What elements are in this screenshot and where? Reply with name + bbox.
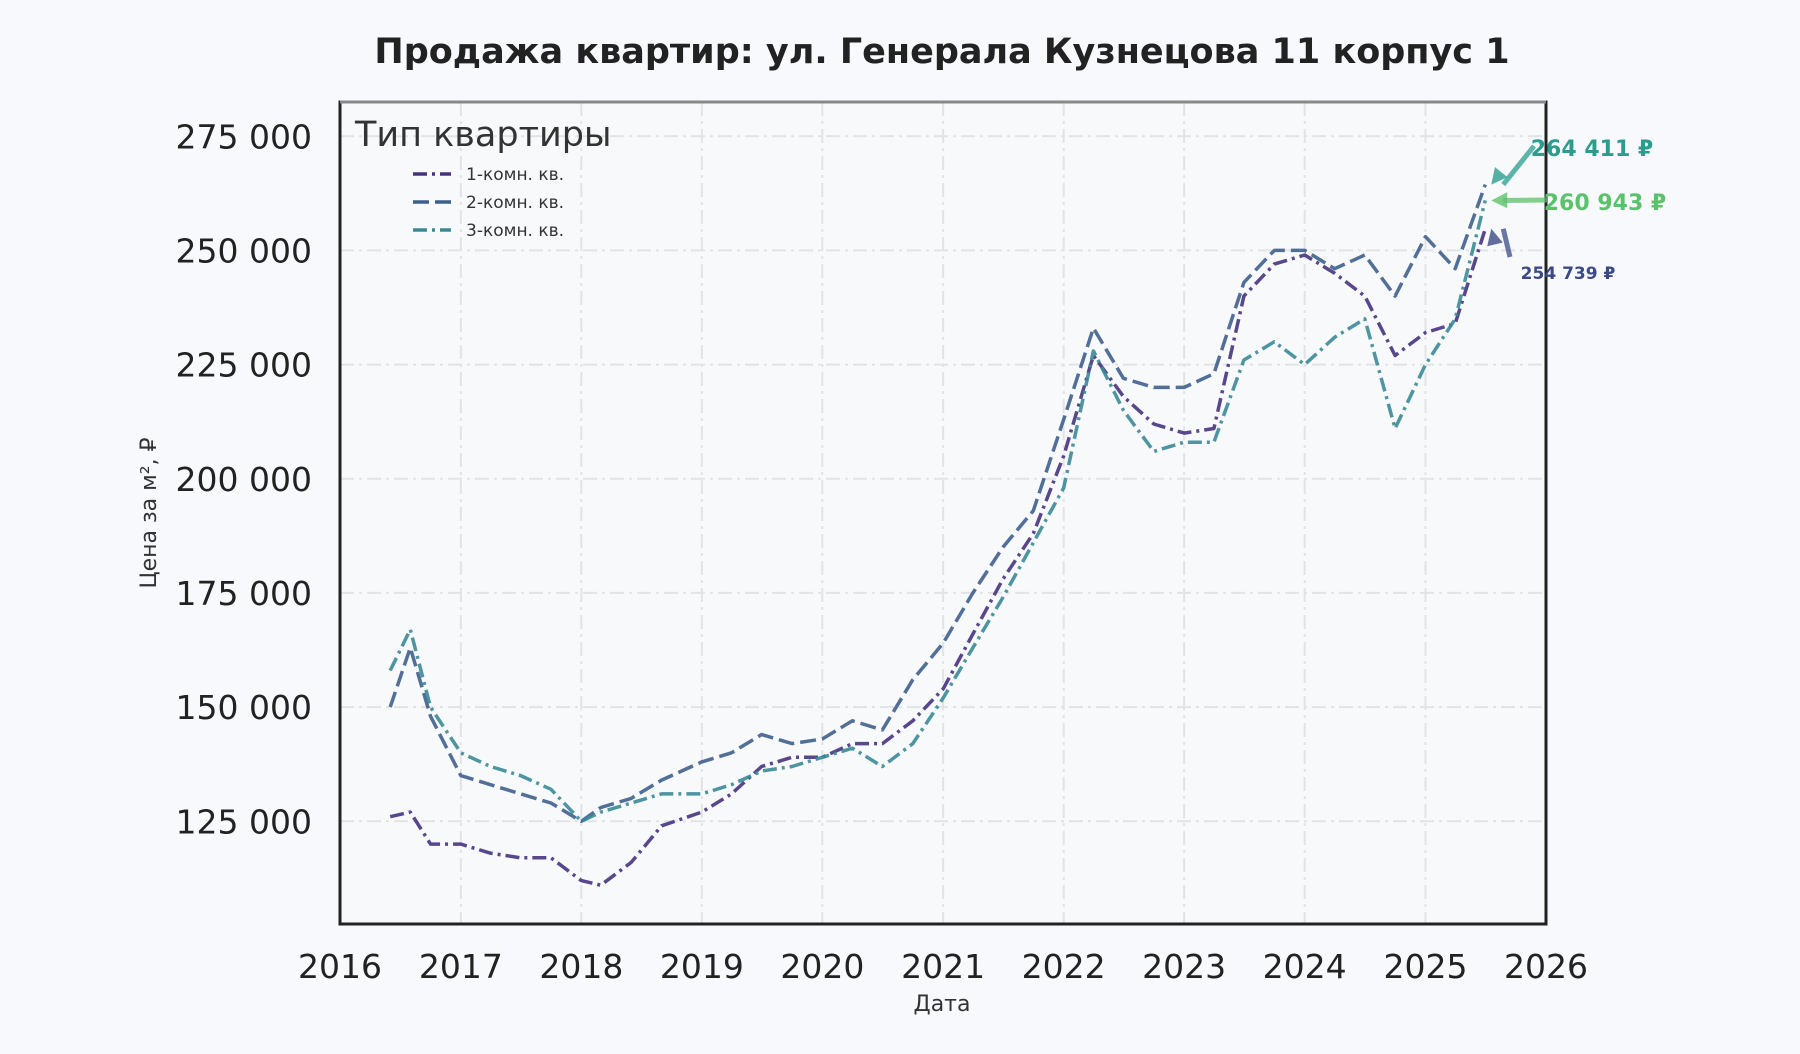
y-tick-label: 225 000 <box>176 346 312 385</box>
annotation-label: 264 411 ₽ <box>1531 137 1653 162</box>
legend-item-label: 2-комн. кв. <box>466 193 564 213</box>
x-tick-label: 2023 <box>1142 947 1226 986</box>
y-tick-label: 125 000 <box>176 802 312 841</box>
x-axis-label: Дата <box>914 992 971 1017</box>
y-tick-label: 175 000 <box>176 574 312 613</box>
x-tick-label: 2025 <box>1384 947 1468 986</box>
y-tick-label: 250 000 <box>176 231 312 270</box>
y-tick-label: 275 000 <box>176 117 312 156</box>
legend-title: Тип квартиры <box>354 115 612 155</box>
annotation-label: 254 739 ₽ <box>1521 264 1616 284</box>
chart-title: Продажа квартир: ул. Генерала Кузнецова … <box>374 32 1509 72</box>
x-tick-label: 2020 <box>780 947 864 986</box>
y-tick-label: 150 000 <box>176 688 312 727</box>
x-tick-label: 2026 <box>1504 947 1588 986</box>
x-tick-label: 2017 <box>419 947 503 986</box>
x-tick-label: 2016 <box>298 947 382 986</box>
x-tick-label: 2022 <box>1022 947 1106 986</box>
y-axis-label: Цена за м², ₽ <box>137 437 162 588</box>
x-tick-label: 2024 <box>1263 947 1347 986</box>
x-tick-label: 2021 <box>901 947 985 986</box>
annotation-label: 260 943 ₽ <box>1544 191 1666 216</box>
y-tick-label: 200 000 <box>176 460 312 499</box>
legend-item-label: 3-комн. кв. <box>466 221 564 241</box>
legend-item-label: 1-комн. кв. <box>466 165 564 185</box>
x-tick-label: 2018 <box>539 947 623 986</box>
x-tick-label: 2019 <box>660 947 744 986</box>
